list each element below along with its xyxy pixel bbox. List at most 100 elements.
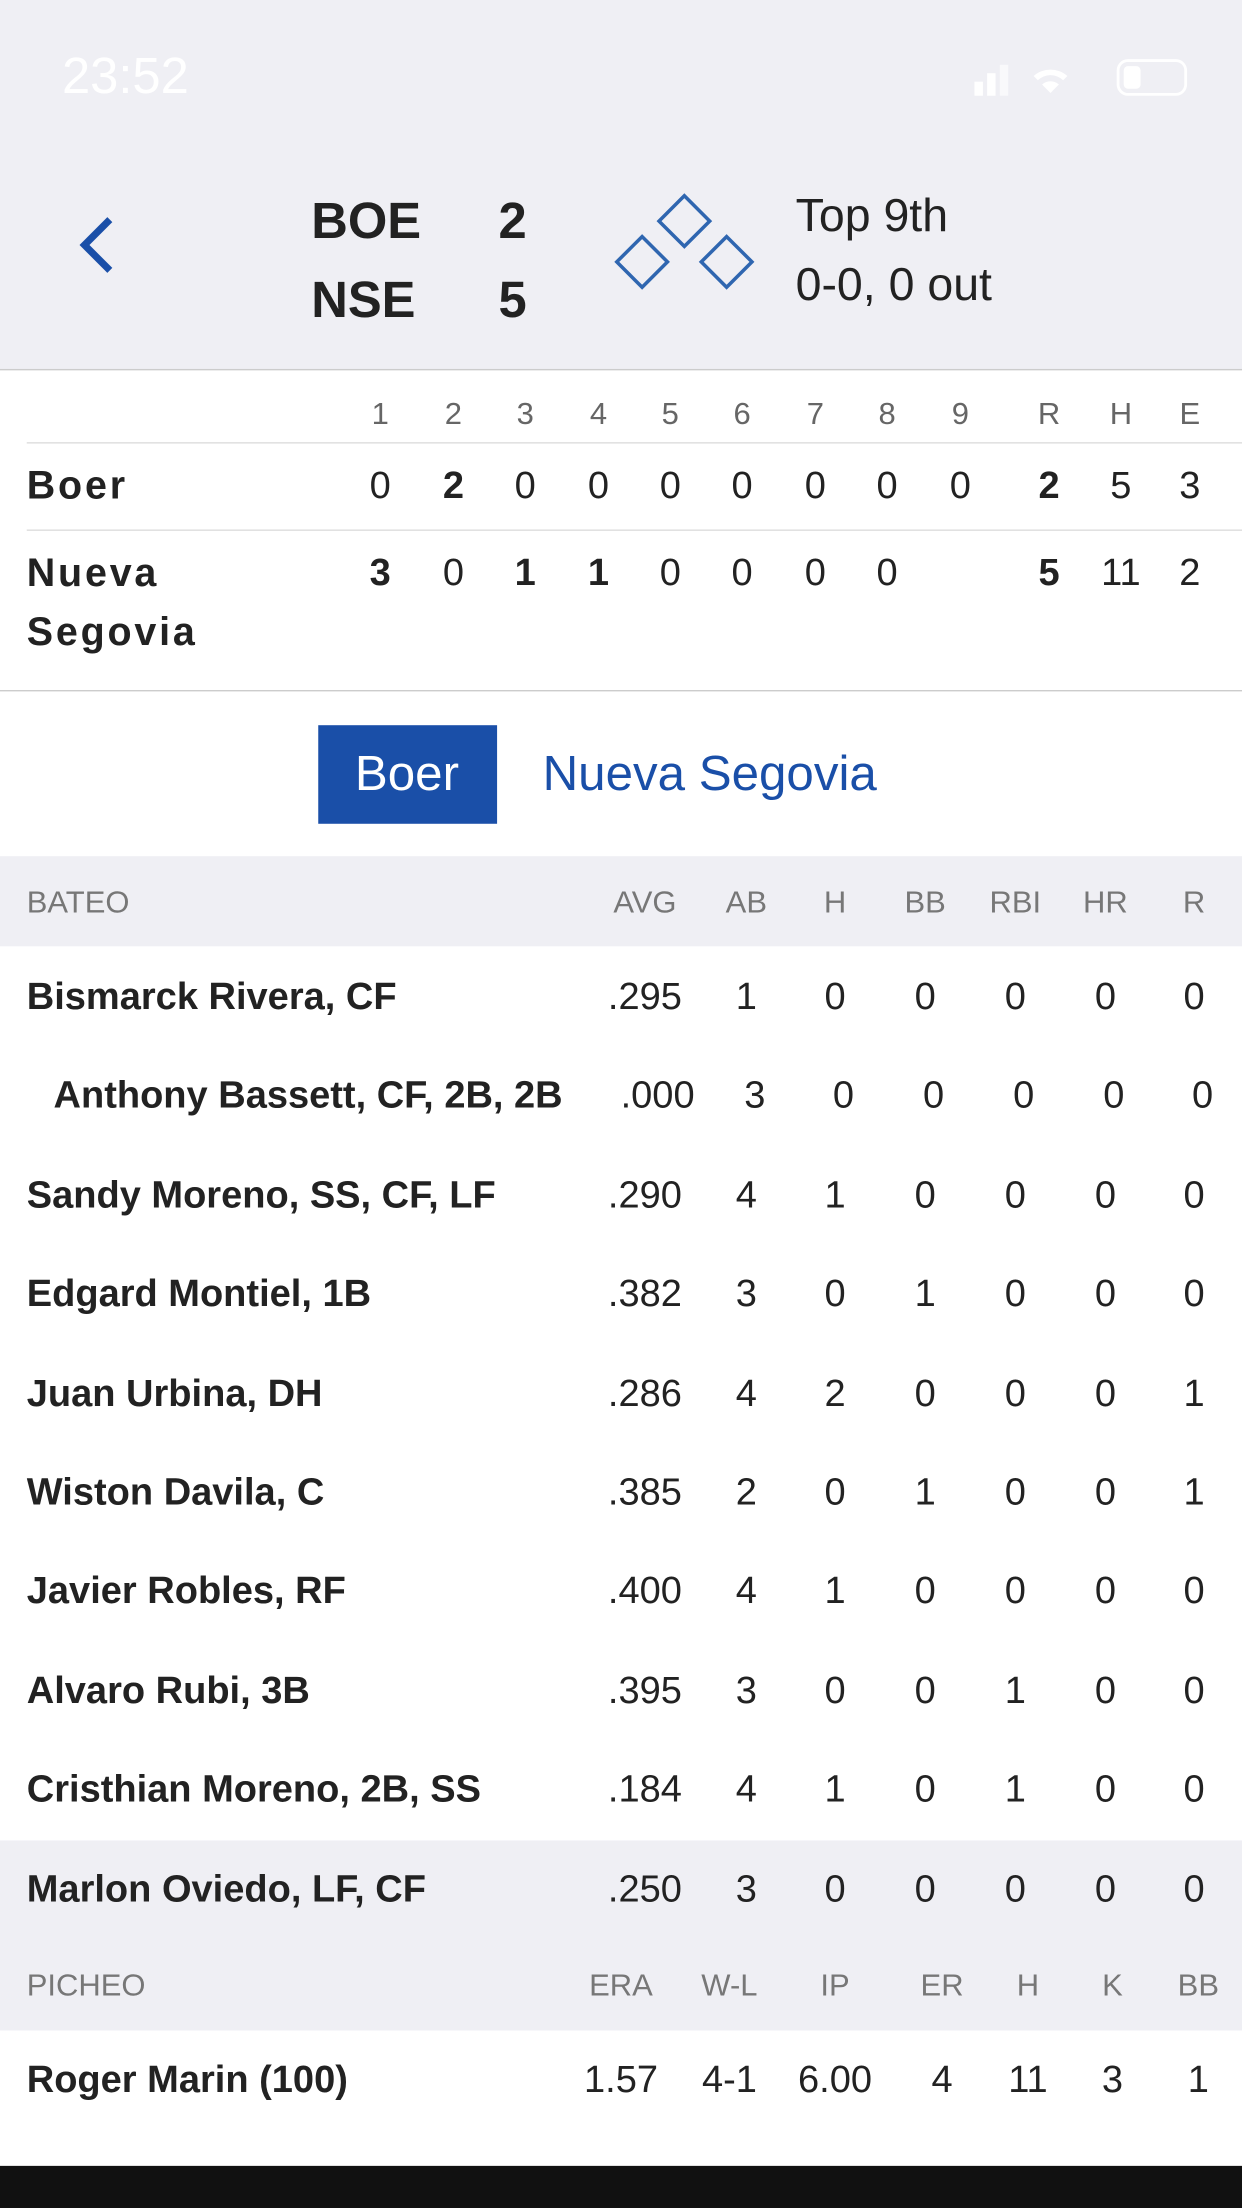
stat: 4 (735, 1768, 757, 1811)
stat: 0 (1094, 1470, 1116, 1514)
player-name: Cristhian Moreno, 2B, SS (26, 1768, 481, 1811)
player-name: Juan Urbina, DH (26, 1371, 323, 1414)
linescore-cell: 2 (1038, 463, 1060, 507)
player-name: Javier Robles, RF (26, 1569, 346, 1613)
stat: 0 (1094, 1371, 1116, 1414)
stat: 0 (1094, 1669, 1116, 1712)
stat: .250 (607, 1867, 682, 1910)
pitching-col: PICHEO (26, 1967, 146, 2003)
stat: 0 (1004, 975, 1026, 1018)
stat: 0 (914, 975, 936, 1018)
stat: 1 (1187, 2058, 1209, 2101)
linescore-cell: 0 (731, 551, 753, 594)
linescore-col: 2 (444, 395, 463, 431)
player-name: Roger Marin (100) (26, 2058, 348, 2101)
tab-active[interactable] (318, 725, 498, 824)
linescore-cell: 0 (949, 463, 971, 507)
stat: 11 (1008, 2058, 1048, 2101)
inning: Top 9th (795, 188, 949, 241)
stat: 0 (824, 1867, 846, 1910)
batting-col: AB (725, 884, 767, 920)
stat: .184 (607, 1768, 682, 1811)
pitching-col: ER (920, 1967, 964, 2003)
stat: 3 (735, 1867, 757, 1910)
batting-col: AVG (613, 884, 677, 920)
stat: 0 (914, 1173, 936, 1216)
stat: .286 (607, 1371, 682, 1414)
bottom-bar (0, 2165, 1242, 2208)
tab[interactable]: Nueva Segovia (542, 746, 877, 802)
linescore-col: E (1179, 395, 1201, 431)
stat: .000 (620, 1074, 695, 1118)
team-name: Nueva Segovia (26, 550, 198, 654)
stat: 3 (744, 1074, 766, 1117)
linescore-col: 7 (806, 395, 824, 431)
stat: .395 (607, 1669, 682, 1712)
status-time: 23:52 (61, 46, 189, 105)
stat: 0 (914, 1867, 936, 1910)
stat: 3 (735, 1272, 757, 1315)
linescore-cell: 0 (731, 463, 753, 507)
stat: 0 (1094, 1867, 1116, 1910)
linescore-col: 4 (589, 395, 608, 431)
back-button[interactable] (70, 211, 126, 281)
linescore-col: 8 (878, 395, 896, 431)
linescore-cell: 11 (1101, 551, 1141, 594)
stat: 6.00 (798, 2058, 873, 2101)
tab[interactable]: Boer (354, 746, 460, 802)
stat: 0 (1094, 1569, 1116, 1613)
batting-col: HR (1083, 884, 1128, 920)
row-divider (26, 529, 1242, 531)
linescore-cell: 3 (1179, 463, 1201, 507)
away-score: 2 (498, 191, 527, 250)
stat: 0 (914, 1669, 936, 1712)
linescore-cell: 1 (514, 551, 536, 594)
linescore-col: 1 (371, 395, 389, 431)
linescore-col: H (1109, 395, 1133, 431)
stat: 0 (1183, 1272, 1205, 1315)
header-bg (0, 0, 1242, 371)
stat: 0 (1183, 1173, 1205, 1216)
stat: 1 (1183, 1470, 1205, 1514)
linescore-cell: 0 (876, 551, 898, 594)
linescore-col: 5 (661, 395, 679, 431)
divider (0, 689, 1242, 692)
player-name: Wiston Davila, C (26, 1470, 325, 1514)
linescore-cell: 0 (804, 551, 826, 594)
team-name: Boer (26, 463, 128, 507)
stat: 1.57 (583, 2058, 659, 2101)
stat: 2 (824, 1371, 846, 1414)
pitching-header-bg (0, 1840, 1242, 2031)
pitching-row-bg (0, 2030, 1242, 2166)
stat: 0 (1004, 1371, 1026, 1414)
stat: 0 (1004, 1272, 1026, 1315)
linescore-cell: 5 (1038, 551, 1060, 594)
stat: 0 (824, 1272, 846, 1315)
linescore-cell: 0 (876, 463, 898, 507)
player-name: Sandy Moreno, SS, CF, LF (26, 1173, 496, 1216)
linescore-cell: 0 (514, 463, 536, 507)
stat: 4-1 (701, 2058, 757, 2101)
stat: 1 (1183, 1371, 1205, 1414)
stat: 0 (1183, 1669, 1205, 1712)
pitching-col: W-L (701, 1967, 758, 2003)
linescore-cell: 3 (369, 551, 391, 594)
stat: 0 (824, 975, 846, 1018)
stat: 0 (1094, 1272, 1116, 1315)
pitching-col: BB (1177, 1967, 1220, 2003)
count: 0-0, 0 out (795, 257, 992, 310)
linescore-cell: 5 (1110, 463, 1132, 507)
linescore-cell: 1 (587, 551, 610, 594)
linescore-col: 6 (733, 395, 751, 431)
stat: 0 (914, 1569, 936, 1613)
stat: .290 (607, 1173, 682, 1216)
status-icons (974, 59, 1188, 96)
stat: 0 (914, 1768, 936, 1811)
stat: 0 (923, 1074, 945, 1117)
stat: 4 (735, 1173, 757, 1216)
stat: 1 (824, 1173, 846, 1216)
stat: .400 (607, 1569, 682, 1613)
row-divider (26, 442, 1242, 444)
stat: 0 (1103, 1074, 1125, 1117)
